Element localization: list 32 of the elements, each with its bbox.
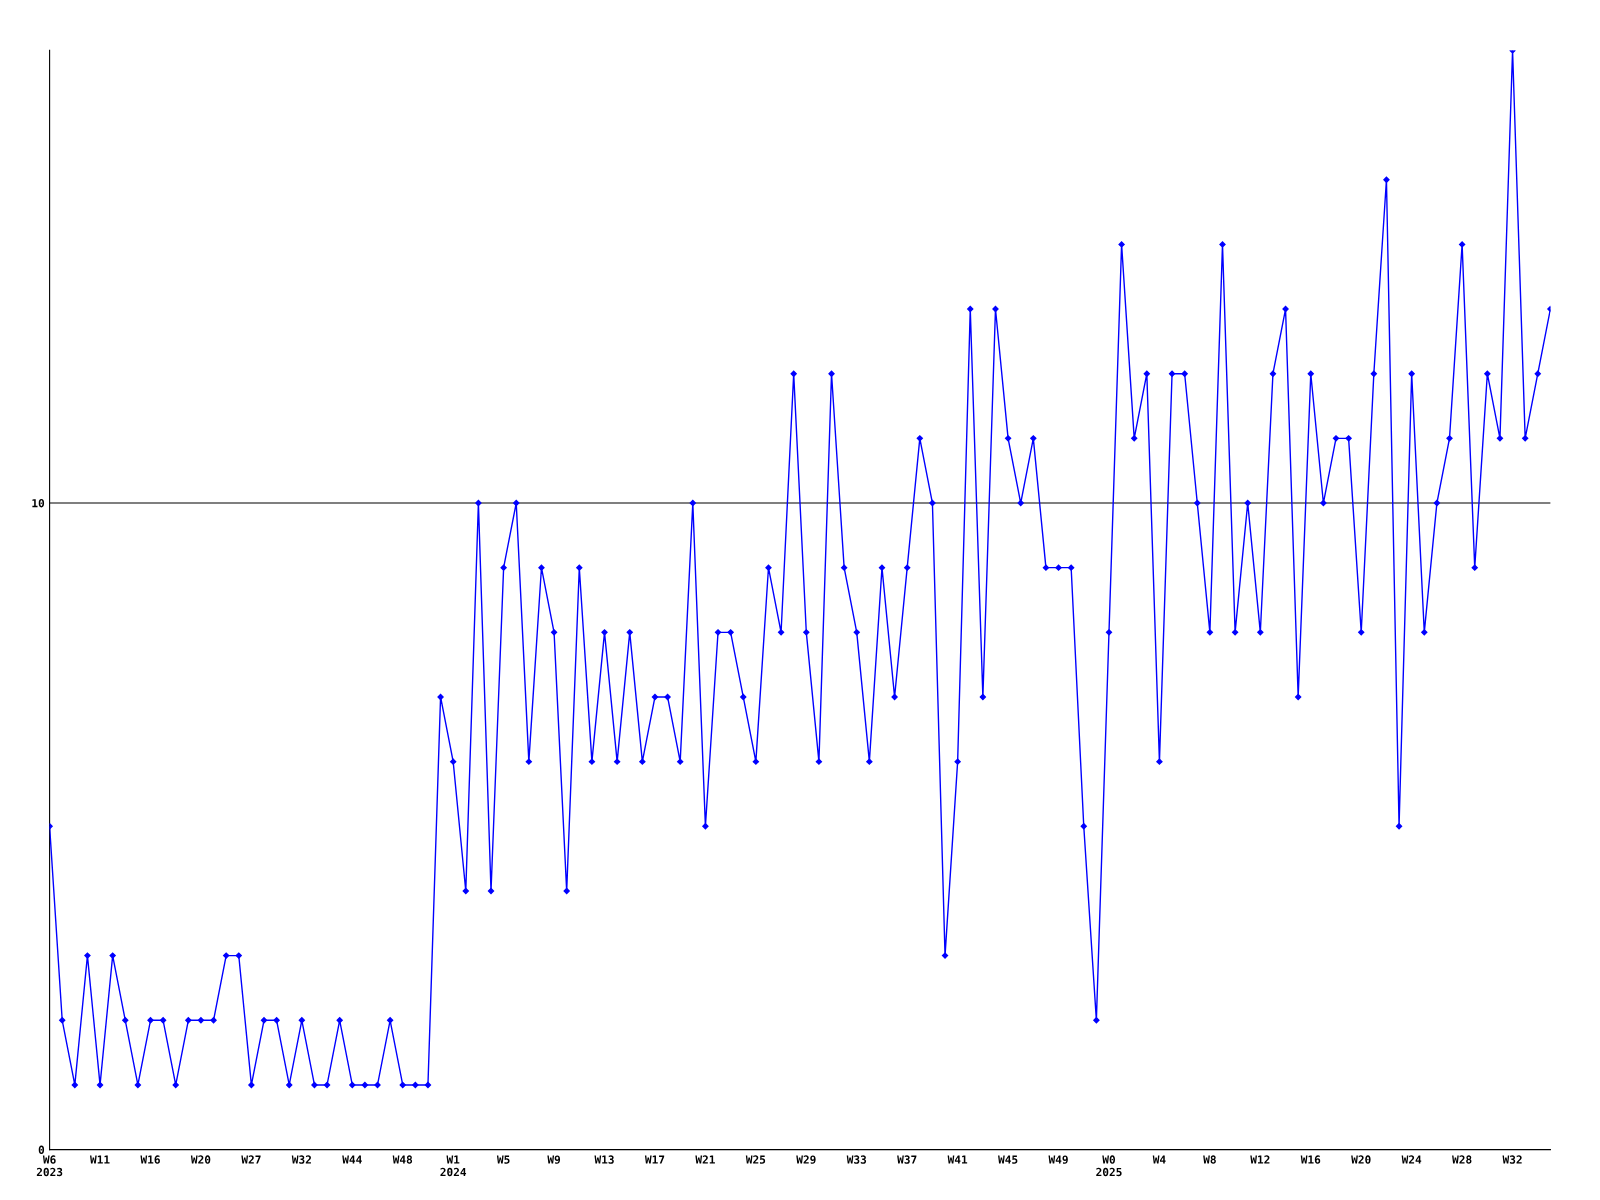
x-tick-label: W0 2025 bbox=[1096, 1155, 1122, 1177]
x-tick-label: W11 bbox=[90, 1155, 110, 1164]
x-tick-label: W16 bbox=[1300, 1155, 1321, 1164]
x-tick-label: W44 bbox=[342, 1155, 362, 1164]
x-tick-label: W5 bbox=[496, 1155, 510, 1164]
x-tick-label: W32 bbox=[291, 1155, 311, 1164]
x-tick-label: W12 bbox=[1250, 1155, 1270, 1164]
x-tick-label: W45 bbox=[998, 1155, 1018, 1164]
x-tick-label: W29 bbox=[796, 1155, 816, 1164]
x-tick-label: W1 2024 bbox=[440, 1155, 467, 1177]
x-tick-label: W28 bbox=[1452, 1155, 1472, 1164]
x-tick-label: W20 bbox=[1351, 1155, 1371, 1164]
x-tick-label: W48 bbox=[392, 1155, 413, 1164]
x-tick-label: W13 bbox=[594, 1155, 614, 1164]
x-tick-label: W21 bbox=[695, 1155, 715, 1164]
x-tick-label: W49 bbox=[1048, 1155, 1068, 1164]
x-tick-label: W27 bbox=[241, 1155, 261, 1164]
x-tick-label: W41 bbox=[947, 1155, 968, 1164]
x-tick-label: W4 bbox=[1152, 1155, 1166, 1164]
x-tick-label: W8 bbox=[1203, 1155, 1216, 1164]
y-tick-label: 0 bbox=[38, 1145, 45, 1154]
x-tick-label: W6 2023 bbox=[36, 1155, 63, 1177]
x-tick-label: W17 bbox=[644, 1155, 665, 1164]
y-tick-label: 10 bbox=[32, 498, 45, 508]
x-tick-label: W37 bbox=[897, 1155, 917, 1164]
x-tick-label: W32 bbox=[1502, 1155, 1522, 1164]
x-tick-label: W16 bbox=[140, 1155, 160, 1164]
x-tick-label: W25 bbox=[745, 1155, 766, 1164]
x-tick-label: W33 bbox=[846, 1155, 867, 1164]
x-tick-label: W9 bbox=[547, 1155, 561, 1164]
x-tick-label: W20 bbox=[190, 1155, 211, 1164]
x-tick-label: W24 bbox=[1401, 1155, 1422, 1164]
